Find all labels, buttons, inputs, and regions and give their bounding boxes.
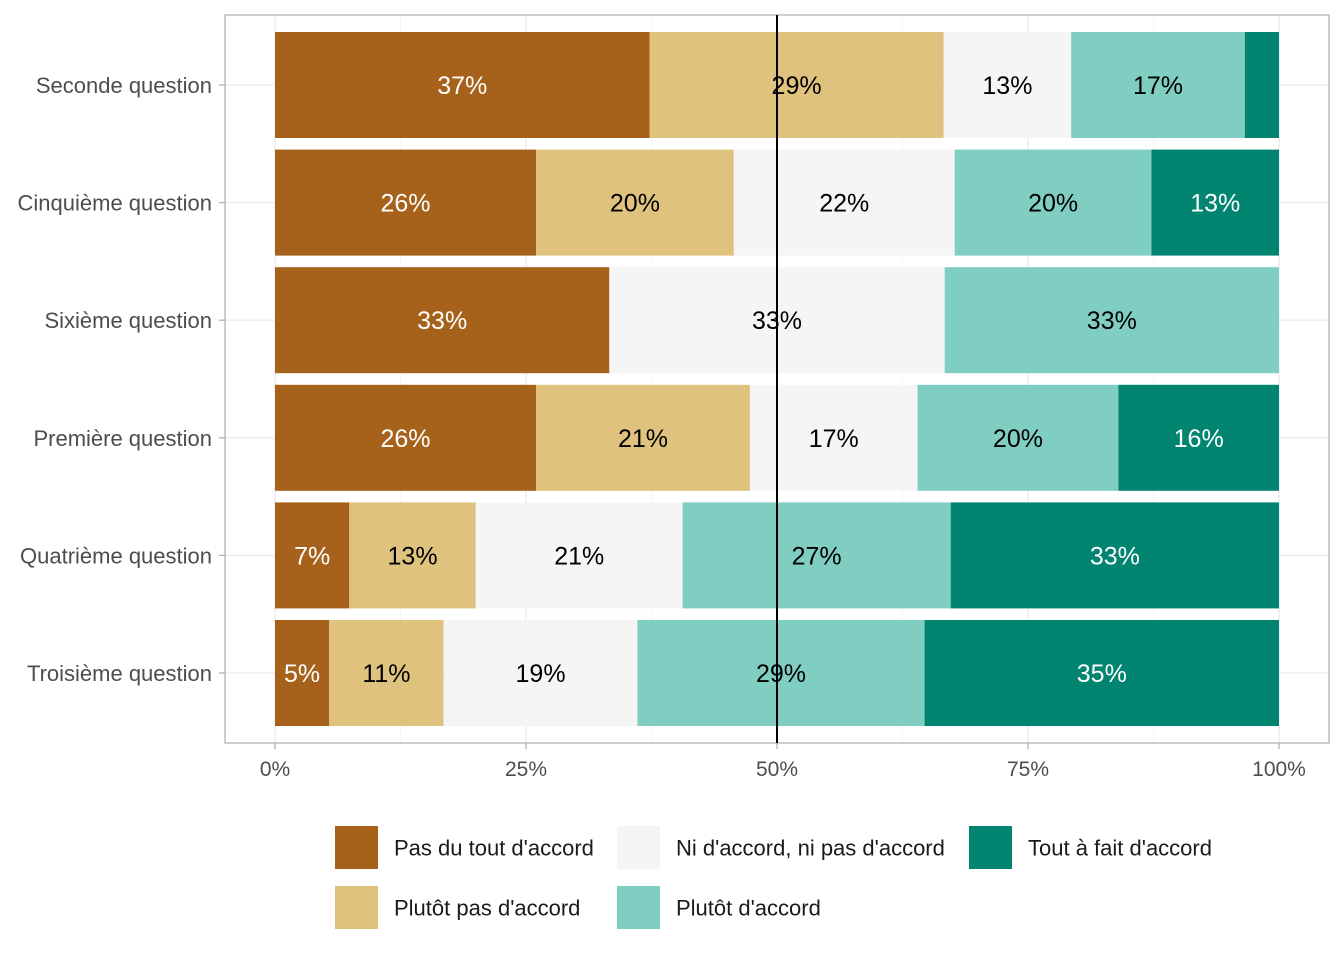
bar-segment-tout-a-fait-d-accord (1151, 149, 1279, 256)
legend-label: Plutôt d'accord (676, 896, 821, 921)
y-tick-label: Sixième question (44, 308, 212, 333)
data-label: 21% (618, 425, 668, 453)
legend-label: Plutôt pas d'accord (394, 896, 580, 921)
y-tick-label: Première question (33, 426, 212, 451)
bar-segment-tout-a-fait-d-accord (950, 502, 1279, 609)
data-label: 7% (294, 542, 330, 570)
legend-label: Ni d'accord, ni pas d'accord (676, 836, 945, 861)
data-label: 33% (417, 307, 467, 335)
x-tick-label: 0% (260, 758, 290, 781)
bar-segment-plutot-pas-d-accord (536, 149, 734, 256)
bar-segment-ni-d-accord-ni-pas-d-accord (443, 620, 638, 726)
data-label: 17% (809, 425, 859, 453)
data-label: 29% (772, 72, 822, 100)
y-tick-label: Quatrième question (20, 543, 212, 568)
legend-key-plutot-pas-d-accord (335, 886, 378, 929)
legend-key-plutot-d-accord (617, 886, 660, 929)
x-tick-label: 25% (505, 758, 547, 781)
data-label: 20% (993, 425, 1043, 453)
x-axis: 0% 25% 50% 75% 100% (260, 743, 1306, 781)
data-label: 20% (610, 190, 660, 218)
bar-segment-plutot-d-accord (954, 149, 1152, 256)
bar-segment-pas-du-tout-d-accord (275, 149, 537, 256)
data-label: 19% (516, 660, 566, 688)
bar-segment-pas-du-tout-d-accord (275, 267, 610, 374)
bar-segment-plutot-pas-d-accord (649, 32, 944, 138)
y-tick-label: Troisième question (27, 661, 212, 686)
y-axis: Seconde question Cinquième question Sixièm… (18, 73, 225, 686)
legend-key-ni-d-accord-ni-pas-d-accord (617, 826, 660, 869)
legend: Pas du tout d'accord Plutôt pas d'accord N… (335, 826, 1212, 929)
bar-segment-ni-d-accord-ni-pas-d-accord (475, 502, 683, 609)
bar-segment-plutot-pas-d-accord (329, 620, 444, 726)
bar-segment-pas-du-tout-d-accord (275, 620, 330, 726)
data-label: 13% (388, 542, 438, 570)
bar-segment-ni-d-accord-ni-pas-d-accord (943, 32, 1072, 138)
data-label: 29% (756, 660, 806, 688)
data-label: 33% (1090, 542, 1140, 570)
bar-segment-plutot-d-accord (944, 267, 1279, 374)
data-label: 13% (1190, 190, 1240, 218)
data-label: 35% (1077, 660, 1127, 688)
data-label: 17% (1133, 72, 1183, 100)
bar-segment-tout-a-fait-d-accord (1118, 384, 1279, 491)
bar-segment-pas-du-tout-d-accord (275, 502, 350, 609)
bar-segment-pas-du-tout-d-accord (275, 32, 650, 138)
x-tick-label: 75% (1007, 758, 1049, 781)
y-tick-label: Seconde question (36, 73, 212, 98)
bar-segment-plutot-d-accord (917, 384, 1119, 491)
bars: 37% 29% 13% 17% 26% 20% 22% 20% 13% 33% 33% 33% 26% 2… (275, 32, 1279, 726)
data-label: 5% (284, 660, 320, 688)
bar-segment-ni-d-accord-ni-pas-d-accord (733, 149, 955, 256)
data-label: 26% (380, 190, 430, 218)
bar-segment-plutot-pas-d-accord (349, 502, 476, 609)
legend-key-tout-a-fait-d-accord (969, 826, 1012, 869)
bar-segment-tout-a-fait-d-accord (924, 620, 1279, 726)
data-label: 26% (380, 425, 430, 453)
data-label: 33% (1087, 307, 1137, 335)
bar-segment-plutot-d-accord (1071, 32, 1245, 138)
x-tick-label: 100% (1252, 758, 1306, 781)
bar-segment-plutot-pas-d-accord (536, 384, 750, 491)
legend-label: Tout à fait d'accord (1028, 836, 1212, 861)
legend-label: Pas du tout d'accord (394, 836, 594, 861)
y-tick-label: Cinquième question (18, 191, 212, 216)
bar-segment-plutot-d-accord (637, 620, 925, 726)
data-label: 20% (1028, 190, 1078, 218)
bar-segment-plutot-d-accord (682, 502, 951, 609)
x-tick-label: 50% (756, 758, 798, 781)
data-label: 37% (437, 72, 487, 100)
data-label: 13% (982, 72, 1032, 100)
data-label: 27% (792, 542, 842, 570)
data-label: 16% (1174, 425, 1224, 453)
data-label: 22% (819, 190, 869, 218)
bar-segment-tout-a-fait-d-accord (1244, 32, 1279, 138)
data-label: 21% (554, 542, 604, 570)
bar-segment-pas-du-tout-d-accord (275, 384, 537, 491)
legend-key-pas-du-tout-d-accord (335, 826, 378, 869)
data-label: 11% (362, 660, 410, 688)
